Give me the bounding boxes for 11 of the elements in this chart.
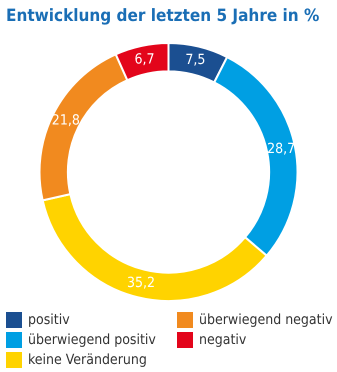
data-label: 7,5 — [185, 52, 206, 68]
data-label: 6,7 — [134, 51, 155, 68]
legend-label: negativ — [199, 332, 246, 348]
data-label: 28,7 — [267, 141, 296, 158]
legend-label: keine Veränderung — [28, 352, 147, 368]
legend-label: positiv — [28, 312, 70, 328]
chart-title: Entwicklung der letzten 5 Jahre in % — [5, 5, 320, 28]
legend-label: überwiegend negativ — [199, 312, 333, 328]
data-label: 21,8 — [52, 112, 80, 128]
data-label: 35,2 — [126, 275, 155, 292]
legend-label: überwiegend positiv — [28, 332, 156, 348]
